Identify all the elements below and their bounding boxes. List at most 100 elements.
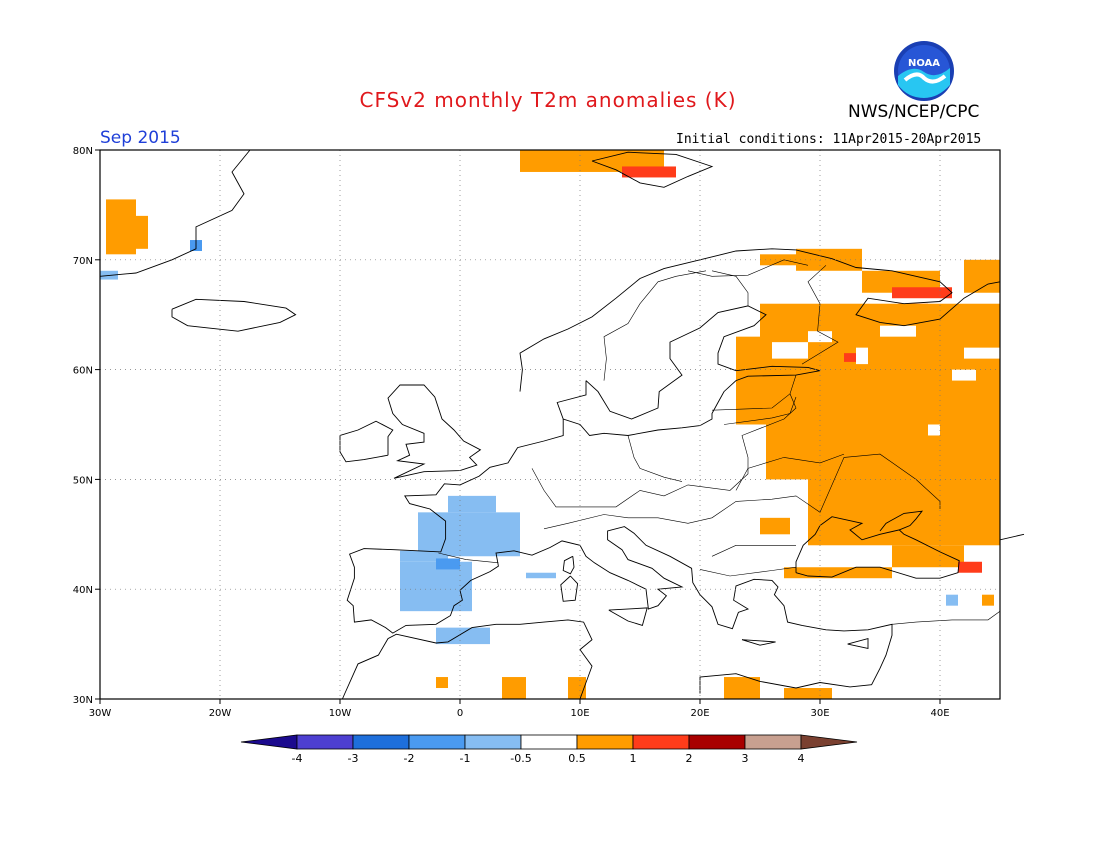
anomaly-cell: [436, 627, 490, 645]
cell-gap: [772, 342, 808, 359]
coastline: [795, 516, 960, 579]
month-label: Sep 2015: [100, 128, 181, 148]
coastline: [519, 248, 1001, 392]
lon-tick-label: 30W: [89, 708, 112, 719]
anomaly-cell: [436, 677, 448, 689]
cell-gap: [856, 347, 868, 365]
cell-gap: [880, 325, 916, 337]
colorbar-swatch: [632, 734, 690, 750]
colorbar-swatch: [688, 734, 746, 750]
country-border: [627, 435, 683, 482]
anomaly-cell: [526, 572, 556, 579]
anomaly-cell: [892, 545, 964, 568]
anomaly-cell: [436, 558, 460, 570]
colorbar-swatch: [744, 734, 802, 750]
chart-title: CFSv2 monthly T2m anomalies (K): [359, 88, 737, 112]
anomaly-cell: [136, 215, 148, 249]
coastline: [339, 420, 394, 463]
anomaly-cell: [736, 336, 760, 425]
noaa-logo: NOAA: [893, 40, 955, 102]
anomaly-cell: [982, 594, 994, 606]
coastline: [560, 575, 579, 602]
colorbar-triangle-high: [800, 734, 858, 750]
lat-tick-label: 70N: [73, 256, 93, 267]
cell-gap: [952, 369, 976, 381]
lat-tick-label: 30N: [73, 695, 93, 706]
agency-label: NWS/NCEP/CPC: [848, 102, 980, 122]
country-border: [723, 396, 797, 425]
anomaly-cells: [100, 150, 1000, 699]
anomaly-cell: [766, 424, 808, 480]
lon-tick-label: 0: [457, 708, 463, 719]
anomaly-cell: [760, 517, 790, 535]
anomaly-cell: [106, 199, 136, 255]
country-border: [699, 566, 797, 577]
logo-text: NOAA: [908, 58, 940, 69]
country-border: [891, 610, 1001, 625]
coastline: [387, 384, 482, 479]
lat-tick-label: 80N: [73, 146, 93, 157]
colorbar-label: -4: [291, 752, 303, 765]
colorbar-label: 2: [685, 752, 693, 765]
coastline: [999, 533, 1025, 557]
colorbar-label: -3: [347, 752, 359, 765]
colorbar-swatch: [520, 734, 578, 750]
lat-tick-label: 40N: [73, 585, 93, 596]
lon-tick-label: 30E: [810, 708, 829, 719]
axis-ticks: 30W 20W 10W 0 10E 20E 30E 40E 80N 70N 60N 50N 40N 30N: [73, 146, 950, 719]
cell-gap: [808, 331, 832, 343]
anomaly-cell: [808, 413, 1000, 546]
anomaly-cell: [958, 561, 982, 573]
anomaly-cell: [946, 594, 958, 606]
country-border: [603, 270, 707, 381]
anomaly-cell: [784, 688, 832, 699]
cell-gap: [928, 424, 940, 436]
lon-tick-label: 20E: [690, 708, 709, 719]
colorbar-label: 3: [741, 752, 749, 765]
anomaly-cell: [400, 561, 472, 612]
coastline: [879, 510, 924, 532]
colorbar-swatch: [408, 734, 466, 750]
gridlines: [100, 150, 1000, 699]
coastline: [341, 619, 593, 700]
initial-conditions: Initial conditions: 11Apr2015-20Apr2015: [676, 132, 982, 147]
lon-tick-label: 10W: [329, 708, 352, 719]
map-frame: [99, 149, 1001, 700]
country-border: [735, 453, 845, 491]
lon-tick-label: 10E: [570, 708, 589, 719]
country-border: [711, 545, 796, 557]
anomaly-cell: [784, 567, 892, 579]
anomaly-cell: [724, 677, 760, 699]
coastline: [99, 149, 251, 277]
anomaly-cell: [568, 677, 586, 699]
colorbar-swatch: [296, 734, 354, 750]
colorbar-label: -2: [403, 752, 415, 765]
anomaly-cell: [892, 287, 952, 299]
anomaly-cell: [844, 353, 856, 362]
coastline: [847, 638, 869, 650]
colorbar-label: -1: [459, 752, 471, 765]
coastline: [608, 607, 648, 626]
cell-gap: [964, 347, 1000, 359]
colorbar-swatch: [464, 734, 522, 750]
anomaly-cell: [418, 512, 520, 557]
anomaly-cell: [760, 254, 796, 266]
anomaly-cell: [448, 495, 496, 513]
country-border: [438, 552, 499, 564]
country-border: [687, 259, 809, 277]
coastline: [741, 639, 776, 646]
colorbar-swatch: [576, 734, 634, 750]
coastline: [556, 305, 821, 436]
colorbar-label: 1: [629, 752, 637, 765]
coastlines: [99, 149, 1025, 700]
anomaly-cell: [622, 166, 676, 178]
coastline: [591, 151, 714, 188]
colorbar-label: 0.5: [568, 752, 586, 765]
lat-tick-label: 50N: [73, 475, 93, 486]
country-border: [801, 265, 839, 365]
country-border: [543, 453, 941, 530]
colorbar-label: -0.5: [510, 752, 532, 765]
colorbar: [240, 734, 858, 750]
country-border: [711, 393, 791, 411]
